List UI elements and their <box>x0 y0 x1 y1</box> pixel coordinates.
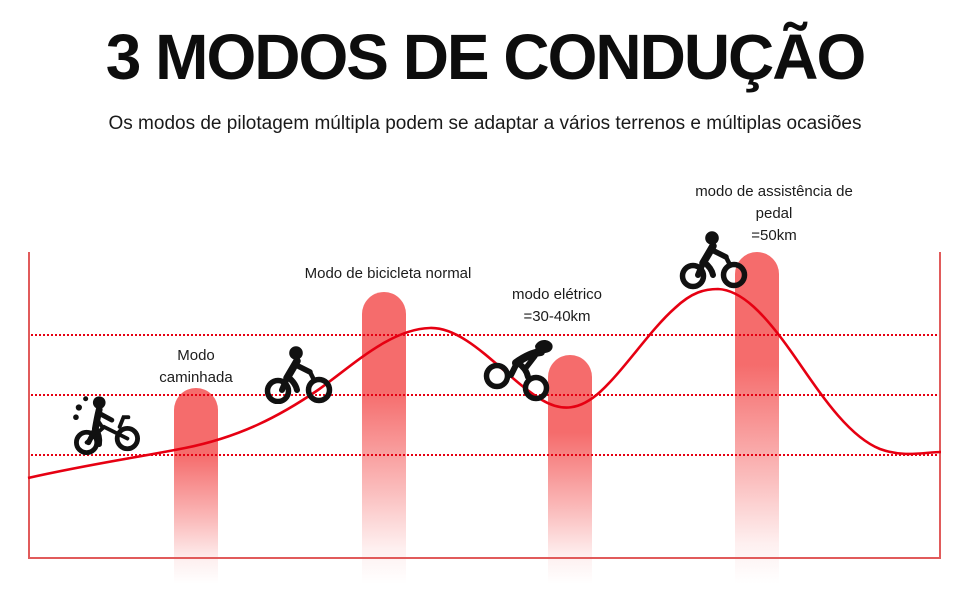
gridline-bottom <box>28 454 941 456</box>
mode-label-pedal-assist-line1: modo de assistência de <box>695 183 853 200</box>
sport-cyclist-icon <box>483 336 561 404</box>
page-title: 3 MODOS DE CONDUÇÃO <box>105 21 867 93</box>
cyclist-icon <box>263 346 335 404</box>
mode-label-pedal-assist-line2: pedal <box>755 205 793 222</box>
mode-label-electric-line1: modo elétrico <box>511 286 603 303</box>
mode-label-walk-line1: Modo <box>177 347 215 364</box>
mode-label-normal-line1: Modo de bicicleta normal <box>304 265 472 282</box>
walk-bike-icon <box>66 391 148 457</box>
mode-bar-walk <box>174 388 218 584</box>
mode-label-walk: Modo caminhada <box>136 345 256 389</box>
mode-bar-pedal-assist <box>735 252 779 584</box>
mode-label-pedal-assist-range: =50km <box>751 227 797 244</box>
page-subtitle: Os modos de pilotagem múltipla podem se … <box>108 113 862 134</box>
axis-left <box>28 252 30 559</box>
mode-label-normal: Modo de bicicleta normal <box>283 263 493 285</box>
axis-bottom <box>28 557 941 559</box>
mode-label-electric-range: =30-40km <box>523 308 591 325</box>
axis-right <box>939 252 941 559</box>
mode-label-walk-line2: caminhada <box>159 369 233 386</box>
cyclist-uphill-icon <box>678 230 750 290</box>
mode-label-pedal-assist: modo de assistência de pedal =50km <box>669 181 879 247</box>
mode-label-electric: modo elétrico =30-40km <box>487 284 627 328</box>
